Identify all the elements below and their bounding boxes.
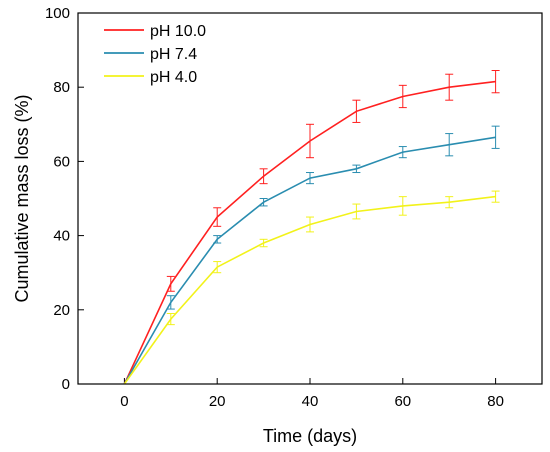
error-bar (491, 70, 500, 94)
error-bar (213, 207, 222, 227)
x-axis-label: Time (days) (263, 426, 357, 446)
series-0 (123, 70, 500, 385)
error-bar (306, 172, 314, 185)
x-tick-label: 80 (487, 393, 504, 410)
y-tick-label: 0 (62, 376, 70, 393)
error-bar (445, 196, 454, 209)
y-tick-label: 100 (45, 5, 70, 22)
error-bar (445, 73, 454, 101)
error-bar (491, 125, 500, 149)
error-bar (259, 168, 268, 185)
x-tick-label: 20 (209, 393, 226, 410)
legend-label: pH 7.4 (150, 46, 197, 63)
error-bar (445, 133, 454, 157)
error-bar (166, 275, 175, 292)
y-tick-label: 80 (53, 79, 70, 96)
x-tick-label: 40 (302, 393, 319, 410)
legend-item: pH 10.0 (104, 23, 206, 40)
error-bar (398, 146, 407, 159)
error-bar (306, 216, 314, 233)
y-tick-label: 40 (53, 228, 70, 245)
error-bar (398, 84, 407, 109)
x-tick-label: 0 (120, 393, 128, 410)
error-bar (352, 164, 361, 174)
error-bar (259, 198, 268, 207)
error-bar (259, 238, 268, 248)
legend-label: pH 10.0 (150, 23, 206, 40)
series-2 (123, 190, 500, 385)
legend-label: pH 4.0 (150, 69, 197, 86)
legend-item: pH 7.4 (104, 46, 197, 63)
error-bar (491, 190, 500, 203)
error-bar (352, 203, 361, 220)
error-bar (352, 99, 361, 123)
series-layer (123, 70, 500, 385)
y-axis-ticks: 0 20 40 60 80 100 (45, 5, 84, 393)
error-bar (213, 235, 222, 244)
x-tick-label: 60 (394, 393, 411, 410)
error-bar (166, 295, 175, 310)
x-axis-ticks: 0 20 40 60 80 (120, 378, 504, 410)
y-axis-label: Cumulative mass loss (%) (12, 94, 32, 302)
error-bar (166, 313, 175, 326)
error-bar (213, 261, 222, 274)
plot-frame (77, 12, 543, 385)
legend: pH 10.0 pH 7.4 pH 4.0 (104, 23, 206, 86)
legend-item: pH 4.0 (104, 69, 197, 86)
error-bar (306, 123, 314, 159)
y-tick-label: 20 (53, 302, 70, 319)
error-bar (398, 196, 407, 216)
series-1 (123, 125, 500, 385)
y-tick-label: 60 (53, 153, 70, 170)
